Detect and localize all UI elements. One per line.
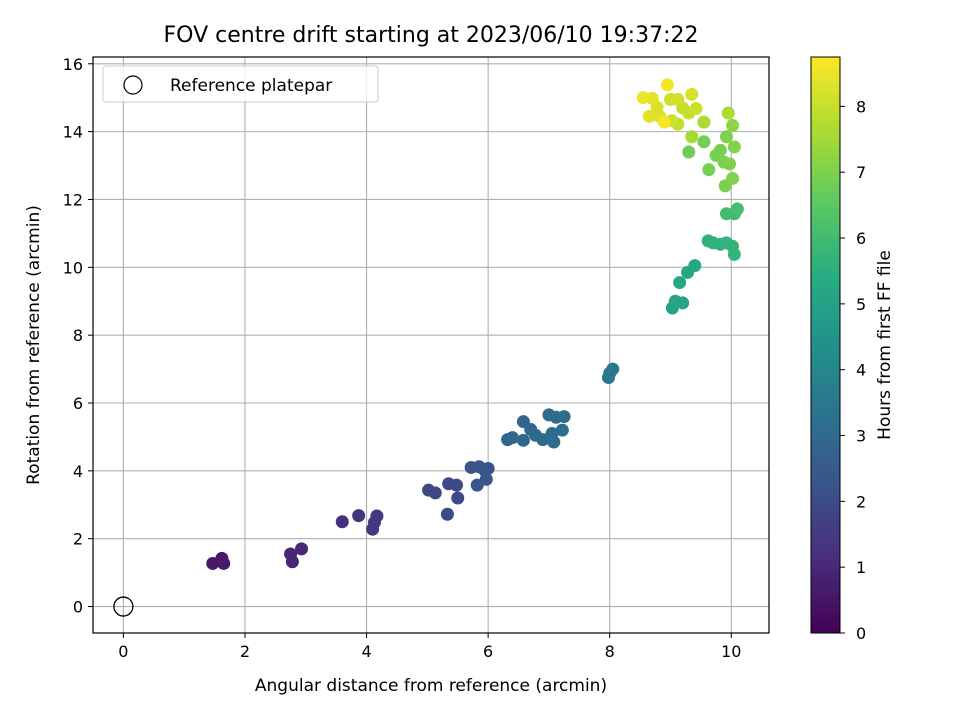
data-point <box>657 115 671 129</box>
data-point <box>481 461 495 475</box>
data-point <box>697 135 711 149</box>
data-point <box>676 296 690 310</box>
colorbar-tick-label: 1 <box>856 558 866 577</box>
colorbar-tick-label: 3 <box>856 427 866 446</box>
colorbar-tick-label: 7 <box>856 163 866 182</box>
x-tick-label: 6 <box>483 642 493 661</box>
data-point <box>479 472 493 486</box>
data-point <box>642 109 656 123</box>
data-point <box>689 102 703 116</box>
y-ticks: 0 2 4 6 8 10 12 14 16 <box>63 55 93 617</box>
data-point <box>697 115 711 129</box>
y-tick-label: 10 <box>63 258 83 277</box>
data-point <box>688 259 702 273</box>
data-point <box>295 542 309 556</box>
data-point <box>719 130 733 144</box>
x-ticks: 0 2 4 6 8 10 <box>118 633 741 661</box>
plot-area <box>113 78 744 617</box>
data-point <box>730 202 744 216</box>
x-tick-label: 0 <box>118 642 128 661</box>
y-tick-label: 8 <box>73 326 83 345</box>
data-point <box>673 276 687 290</box>
data-point <box>217 556 231 570</box>
data-point <box>721 106 735 120</box>
data-point <box>352 509 366 523</box>
data-point <box>557 410 571 424</box>
data-point <box>555 423 569 437</box>
grid <box>93 57 769 633</box>
y-tick-label: 14 <box>63 123 83 142</box>
data-point <box>682 145 696 159</box>
data-point <box>450 478 464 492</box>
data-point <box>451 491 465 505</box>
x-tick-label: 4 <box>361 642 371 661</box>
data-point <box>285 555 299 569</box>
y-axis-label: Rotation from reference (arcmin) <box>24 205 44 485</box>
legend-marker <box>123 75 143 95</box>
data-point <box>685 87 699 101</box>
data-point <box>440 507 454 521</box>
data-point <box>547 435 561 449</box>
colorbar-label: Hours from first FF file <box>875 250 895 440</box>
colorbar-tick-label: 4 <box>856 361 866 380</box>
data-point <box>335 515 349 529</box>
data-point <box>536 433 550 447</box>
colorbar-tick-label: 0 <box>856 624 866 643</box>
data-point <box>722 157 736 171</box>
data-point <box>726 171 740 185</box>
data-point <box>370 509 384 523</box>
y-tick-label: 2 <box>73 530 83 549</box>
data-point <box>606 362 620 376</box>
data-point <box>702 163 716 177</box>
data-point <box>671 92 685 106</box>
chart-title: FOV centre drift starting at 2023/06/10 … <box>164 23 699 48</box>
reference-platepar-marker <box>113 596 134 617</box>
colorbar-frame <box>810 56 841 634</box>
data-point <box>726 119 740 133</box>
data-point <box>428 486 442 500</box>
plot-frame <box>92 56 770 634</box>
colorbar-tick-label: 5 <box>856 295 866 314</box>
colorbar-tick-label: 6 <box>856 229 866 248</box>
data-point <box>516 433 530 447</box>
x-tick-label: 10 <box>721 642 741 661</box>
x-axis-label: Angular distance from reference (arcmin) <box>255 676 607 696</box>
y-tick-label: 6 <box>73 394 83 413</box>
colorbar-ticks: 0 1 2 3 4 5 6 7 8 <box>840 97 866 643</box>
colorbar-tick-label: 8 <box>856 97 866 116</box>
y-tick-label: 12 <box>63 190 83 209</box>
data-point <box>727 140 741 154</box>
legend: Reference platepar <box>102 65 379 103</box>
legend-label: Reference platepar <box>170 76 332 96</box>
data-point <box>727 247 741 261</box>
colorbar-tick-label: 2 <box>856 492 866 511</box>
x-tick-label: 8 <box>605 642 615 661</box>
data-point <box>685 130 699 144</box>
y-tick-label: 0 <box>73 598 83 617</box>
data-point <box>713 143 727 157</box>
data-point <box>660 78 674 92</box>
colorbar-gradient <box>811 57 840 633</box>
data-point <box>505 431 519 445</box>
y-tick-label: 4 <box>73 462 83 481</box>
x-tick-label: 2 <box>240 642 250 661</box>
y-tick-label: 16 <box>63 55 83 74</box>
data-point <box>636 91 650 105</box>
legend-box <box>102 65 379 103</box>
colorbar: 0 1 2 3 4 5 6 7 8 Hours from first FF file <box>810 56 895 643</box>
